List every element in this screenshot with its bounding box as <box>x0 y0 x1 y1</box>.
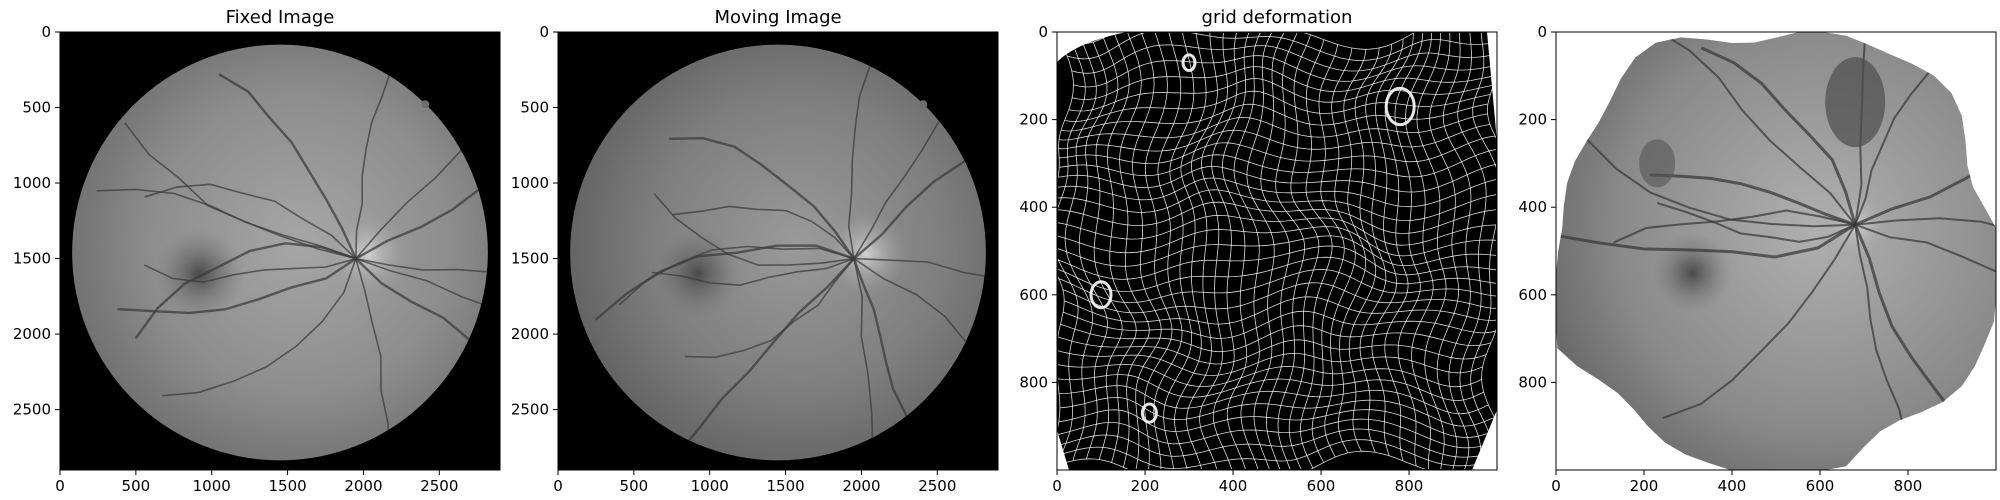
axes-moving: 0 0 500 500 1000 1000 1500 1500 2000 2000 2500 2500… <box>511 7 999 495</box>
axes-frame <box>1056 31 1498 471</box>
fold-artifact <box>1089 280 1113 310</box>
y-tick-label: 800 <box>1518 373 1547 391</box>
dark-artifact <box>1639 139 1676 188</box>
y-tick-label: 0 <box>539 23 549 41</box>
x-tick-label: 400 <box>1718 477 1747 495</box>
y-tick-label: 1000 <box>511 174 549 192</box>
axes-warped: 0 0 200 200 400 400 600 600 800 800 <box>1518 23 1997 495</box>
macula <box>1652 232 1733 313</box>
boundary-corner <box>1472 410 1497 470</box>
blood-vessels <box>595 44 986 461</box>
axes-frame <box>1555 31 1997 471</box>
axes-frame <box>59 31 501 471</box>
warped-image <box>1556 32 1996 470</box>
x-tick-label: 0 <box>553 477 563 495</box>
y-tick-label: 0 <box>1038 23 1048 41</box>
retina-disc <box>72 44 488 461</box>
panel-title: Fixed Image <box>226 7 335 28</box>
macula <box>652 228 743 319</box>
x-tick-label: 2000 <box>842 477 880 495</box>
x-tick-label: 800 <box>1894 477 1923 495</box>
y-tick-label: 2000 <box>511 325 549 343</box>
retina-disc <box>570 44 986 461</box>
x-tick-label: 200 <box>1131 477 1160 495</box>
y-tick-label: 1500 <box>13 250 51 268</box>
boundary-corner <box>1057 32 1127 62</box>
grid-deformation-image <box>1057 32 1497 470</box>
x-tick-label: 0 <box>1551 477 1561 495</box>
x-tick-label: 800 <box>1395 477 1424 495</box>
panel-title: Moving Image <box>714 7 841 28</box>
axes-fixed: 0 0 500 500 1000 1000 1500 1500 2000 2000 2500 2500… <box>13 7 501 495</box>
axes-grid: 0 0 200 200 400 400 600 600 800 800 grid deformati… <box>1019 7 1498 495</box>
y-tick-label: 2500 <box>13 401 51 419</box>
fold-artifact <box>1181 53 1197 72</box>
fundus-image-moving <box>558 32 998 470</box>
y-tick-label: 200 <box>1518 111 1547 129</box>
x-tick-label: 500 <box>122 477 151 495</box>
warped-retina <box>1556 32 1996 470</box>
warped-vessels <box>1556 32 1996 449</box>
y-tick-label: 800 <box>1019 373 1048 391</box>
y-tick-label: 200 <box>1019 111 1048 129</box>
y-tick-label: 1000 <box>13 174 51 192</box>
fold-artifact <box>1140 402 1158 424</box>
y-tick-label: 0 <box>1537 23 1547 41</box>
boundary-corner <box>1057 430 1069 470</box>
rim-notch <box>421 100 430 109</box>
macula <box>154 228 245 319</box>
panel-title: grid deformation <box>1202 7 1353 28</box>
y-tick-label: 600 <box>1518 286 1547 304</box>
x-tick-label: 400 <box>1219 477 1248 495</box>
optic-disc <box>823 211 908 296</box>
x-tick-label: 1000 <box>193 477 231 495</box>
x-tick-label: 1000 <box>691 477 729 495</box>
x-tick-label: 0 <box>55 477 65 495</box>
x-tick-label: 1500 <box>766 477 804 495</box>
x-tick-label: 500 <box>620 477 649 495</box>
x-tick-label: 2000 <box>344 477 382 495</box>
y-tick-label: 1500 <box>511 250 549 268</box>
x-tick-label: 200 <box>1630 477 1659 495</box>
y-tick-label: 2500 <box>511 401 549 419</box>
y-tick-label: 500 <box>520 99 549 117</box>
y-tick-label: 0 <box>41 23 51 41</box>
dark-artifact <box>1825 57 1886 148</box>
y-tick-label: 500 <box>22 99 51 117</box>
rim-notch <box>919 100 928 109</box>
optic-disc <box>325 211 410 296</box>
y-tick-label: 600 <box>1019 286 1048 304</box>
x-tick-label: 0 <box>1052 477 1062 495</box>
x-tick-label: 600 <box>1307 477 1336 495</box>
fundus-image-fixed <box>60 32 500 470</box>
blood-vessels <box>96 69 488 461</box>
x-tick-label: 2500 <box>420 477 458 495</box>
y-tick-label: 2000 <box>13 325 51 343</box>
y-tick-label: 400 <box>1019 198 1048 216</box>
axes-frame <box>557 31 999 471</box>
y-tick-label: 400 <box>1518 198 1547 216</box>
fold-artifact <box>1384 86 1416 127</box>
boundary-corner <box>1487 32 1497 142</box>
x-tick-label: 1500 <box>268 477 306 495</box>
x-tick-label: 600 <box>1806 477 1835 495</box>
x-tick-label: 2500 <box>918 477 956 495</box>
grid-lines <box>1058 33 1496 469</box>
